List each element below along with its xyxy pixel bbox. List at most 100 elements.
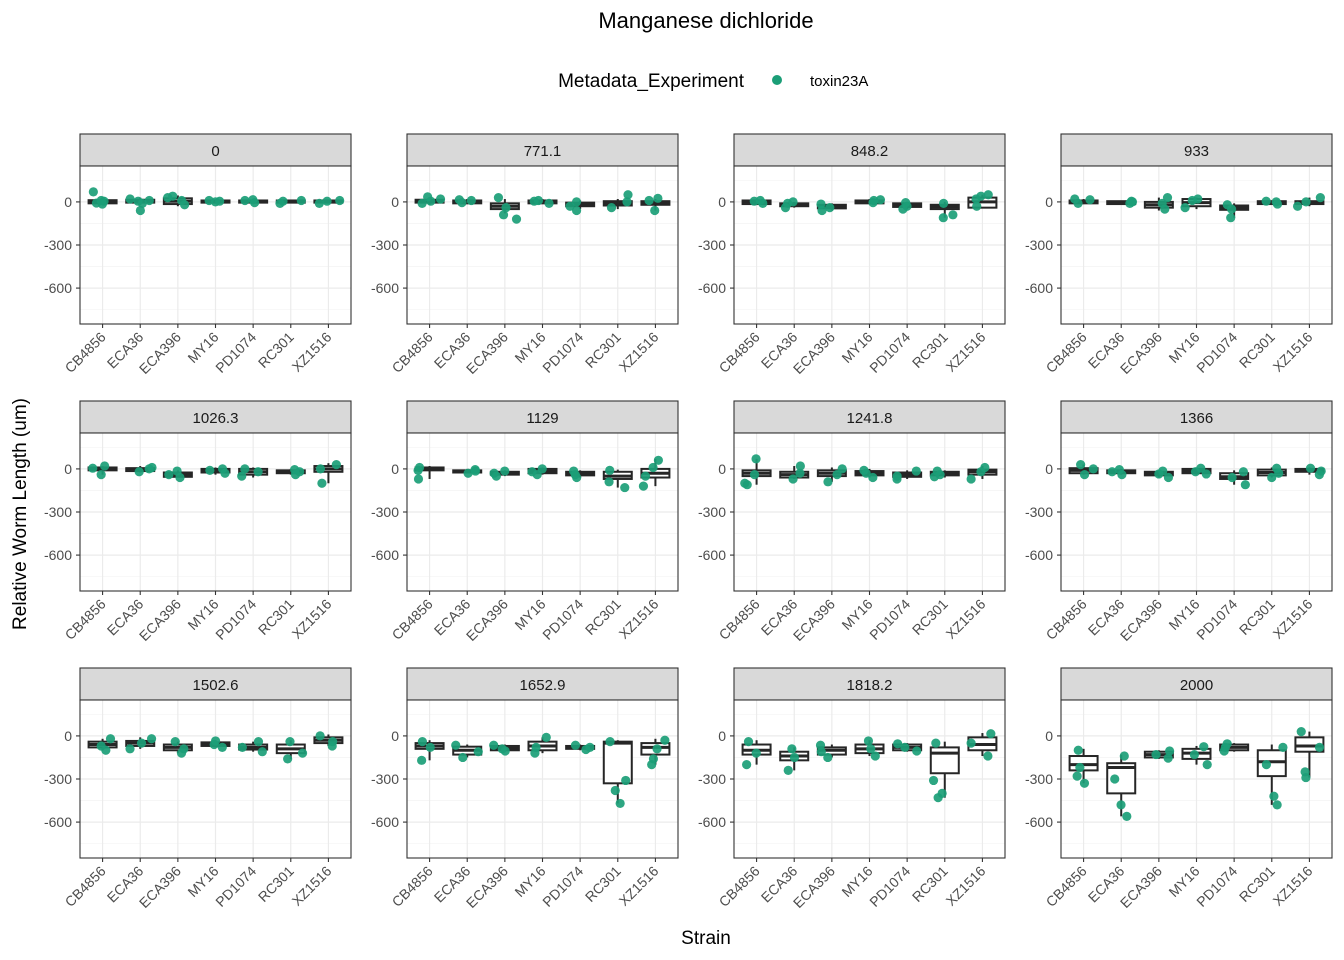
box-XZ1516 xyxy=(313,731,344,751)
box-ECA396 xyxy=(816,464,847,487)
data-point xyxy=(1073,198,1083,208)
data-point xyxy=(755,195,765,206)
data-point xyxy=(500,466,510,476)
y-tick-label: -300 xyxy=(698,504,726,520)
facet-strip-label: 1241.8 xyxy=(847,410,893,427)
data-point xyxy=(253,737,264,747)
data-point xyxy=(253,467,263,477)
data-point xyxy=(125,744,135,754)
data-point xyxy=(788,474,798,484)
data-point xyxy=(1292,201,1303,211)
data-point xyxy=(164,470,174,480)
data-point xyxy=(751,454,761,464)
data-point xyxy=(1165,746,1175,756)
data-point xyxy=(866,744,876,754)
box-PD1074 xyxy=(892,198,923,214)
data-point xyxy=(623,190,633,200)
data-point xyxy=(825,203,835,213)
data-point xyxy=(1157,198,1167,208)
data-point xyxy=(900,742,910,753)
data-point xyxy=(966,474,976,484)
box-XZ1516 xyxy=(966,729,998,761)
data-point xyxy=(315,731,325,741)
data-point xyxy=(498,210,509,220)
facet-strip xyxy=(406,667,679,701)
box-CB4856 xyxy=(87,187,118,209)
box-iqr xyxy=(602,740,633,785)
box-CB4856 xyxy=(87,734,118,755)
y-tick-label: -300 xyxy=(371,237,399,253)
data-point xyxy=(1180,203,1190,213)
data-point xyxy=(892,471,902,481)
y-axis-title: Relative Worm Length (um) xyxy=(10,398,31,630)
data-point xyxy=(1220,742,1230,753)
box-ECA396 xyxy=(1143,466,1174,483)
data-point xyxy=(96,741,106,751)
box-iqr xyxy=(929,746,960,775)
box-PD1074 xyxy=(238,195,269,208)
data-point xyxy=(163,193,173,203)
box-MY16 xyxy=(854,736,885,761)
data-point xyxy=(570,740,581,750)
y-tick-label: -300 xyxy=(1025,504,1053,520)
box-PD1074 xyxy=(565,197,596,216)
box-CB4856 xyxy=(1068,460,1099,480)
box-XZ1516 xyxy=(966,462,998,484)
box-ECA36 xyxy=(1106,465,1137,480)
data-point xyxy=(983,751,993,761)
box-XZ1516 xyxy=(640,735,671,770)
data-point xyxy=(215,196,225,206)
data-point xyxy=(640,471,651,481)
y-tick-label: -600 xyxy=(371,280,399,296)
box-PD1074 xyxy=(892,466,923,484)
data-point xyxy=(466,195,476,206)
data-point xyxy=(317,478,327,488)
data-point xyxy=(322,196,332,206)
box-MY16 xyxy=(200,464,231,478)
y-tick-label: -600 xyxy=(1025,547,1053,563)
data-point xyxy=(788,197,798,207)
data-point xyxy=(463,468,473,478)
data-point xyxy=(257,747,267,757)
data-point xyxy=(1301,197,1311,207)
y-tick-label: -600 xyxy=(698,280,726,296)
data-point xyxy=(742,760,752,770)
data-point xyxy=(314,198,324,208)
data-point xyxy=(541,732,551,742)
box-MY16 xyxy=(527,195,558,208)
data-point xyxy=(1226,213,1236,223)
data-point xyxy=(861,468,871,478)
data-point xyxy=(928,775,939,786)
data-point xyxy=(1316,466,1326,476)
box-XZ1516 xyxy=(1292,193,1325,211)
y-tick-label: -300 xyxy=(1025,771,1053,787)
data-point xyxy=(1088,464,1098,474)
data-point xyxy=(315,464,326,474)
data-point xyxy=(986,729,996,739)
facet-strip-label: 848.2 xyxy=(851,143,889,160)
facet-strip xyxy=(79,133,352,167)
facet-strip-label: 1366 xyxy=(1180,410,1213,427)
data-point xyxy=(660,735,670,745)
data-point xyxy=(1199,742,1209,752)
y-tick-label: -300 xyxy=(371,504,399,520)
data-point xyxy=(417,737,427,747)
chart-title: Manganese dichloride xyxy=(598,8,813,33)
box-CB4856 xyxy=(414,737,445,765)
data-point xyxy=(1079,470,1090,480)
box-ECA396 xyxy=(815,740,847,763)
box-ECA396 xyxy=(162,737,193,758)
data-point xyxy=(413,474,424,484)
box-ECA396 xyxy=(1143,193,1174,214)
box-ECA396 xyxy=(816,199,847,216)
data-point xyxy=(938,198,949,208)
box-ECA36 xyxy=(125,194,156,216)
box-MY16 xyxy=(854,465,885,483)
y-tick-label: 0 xyxy=(64,194,72,210)
data-point xyxy=(1314,742,1325,753)
y-tick-label: 0 xyxy=(64,728,72,744)
data-point xyxy=(1072,771,1082,781)
data-point xyxy=(454,195,464,205)
data-point xyxy=(275,198,285,208)
